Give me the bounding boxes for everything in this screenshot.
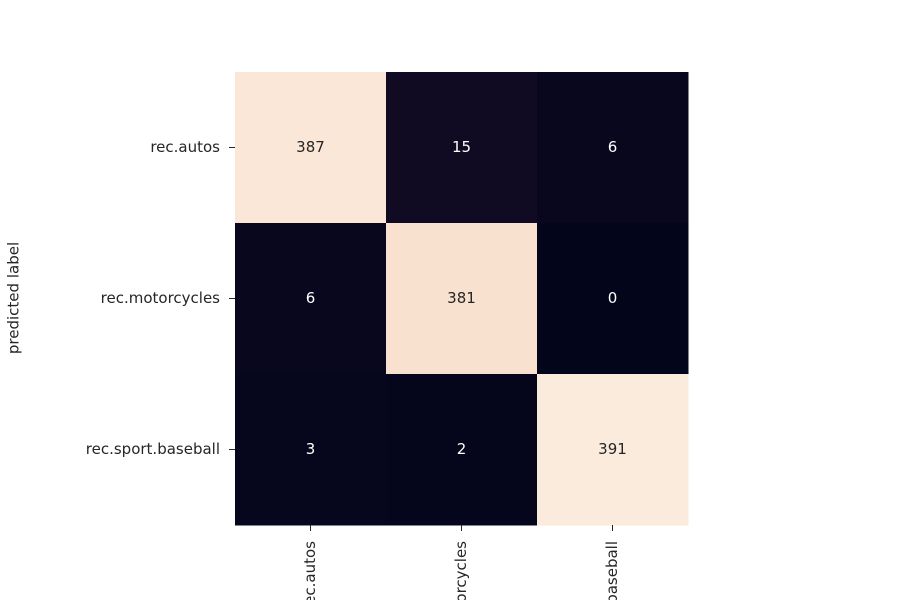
cell-label: 3 <box>306 440 316 458</box>
heatmap-cell <box>537 223 689 375</box>
y-tick-label: rec.sport.baseball <box>86 440 220 458</box>
heatmap-cell <box>537 374 689 526</box>
cell-label: 391 <box>598 440 627 458</box>
x-tick-label: rec.autos <box>301 541 319 600</box>
x-tick-label: rec.motorcycles <box>452 541 470 600</box>
cell-label: 6 <box>306 289 316 307</box>
y-tick-label: rec.autos <box>150 138 220 156</box>
y-axis-label: predicted label <box>5 242 23 354</box>
heatmap-cell <box>235 223 387 375</box>
cell-label: 381 <box>447 289 476 307</box>
y-tick-label: rec.motorcycles <box>101 289 221 307</box>
heatmap-cell <box>537 72 689 224</box>
cell-label: 6 <box>608 138 618 156</box>
cell-label: 15 <box>452 138 471 156</box>
heatmap-cell <box>386 374 538 526</box>
cell-label: 2 <box>457 440 467 458</box>
heatmap-cell <box>235 72 387 224</box>
cell-label: 387 <box>296 138 325 156</box>
heatmap-cell <box>235 374 387 526</box>
heatmap-cell <box>386 223 538 375</box>
x-tick-label: rec.sport.baseball <box>603 541 621 600</box>
cell-label: 0 <box>608 289 618 307</box>
heatmap-cell <box>386 72 538 224</box>
